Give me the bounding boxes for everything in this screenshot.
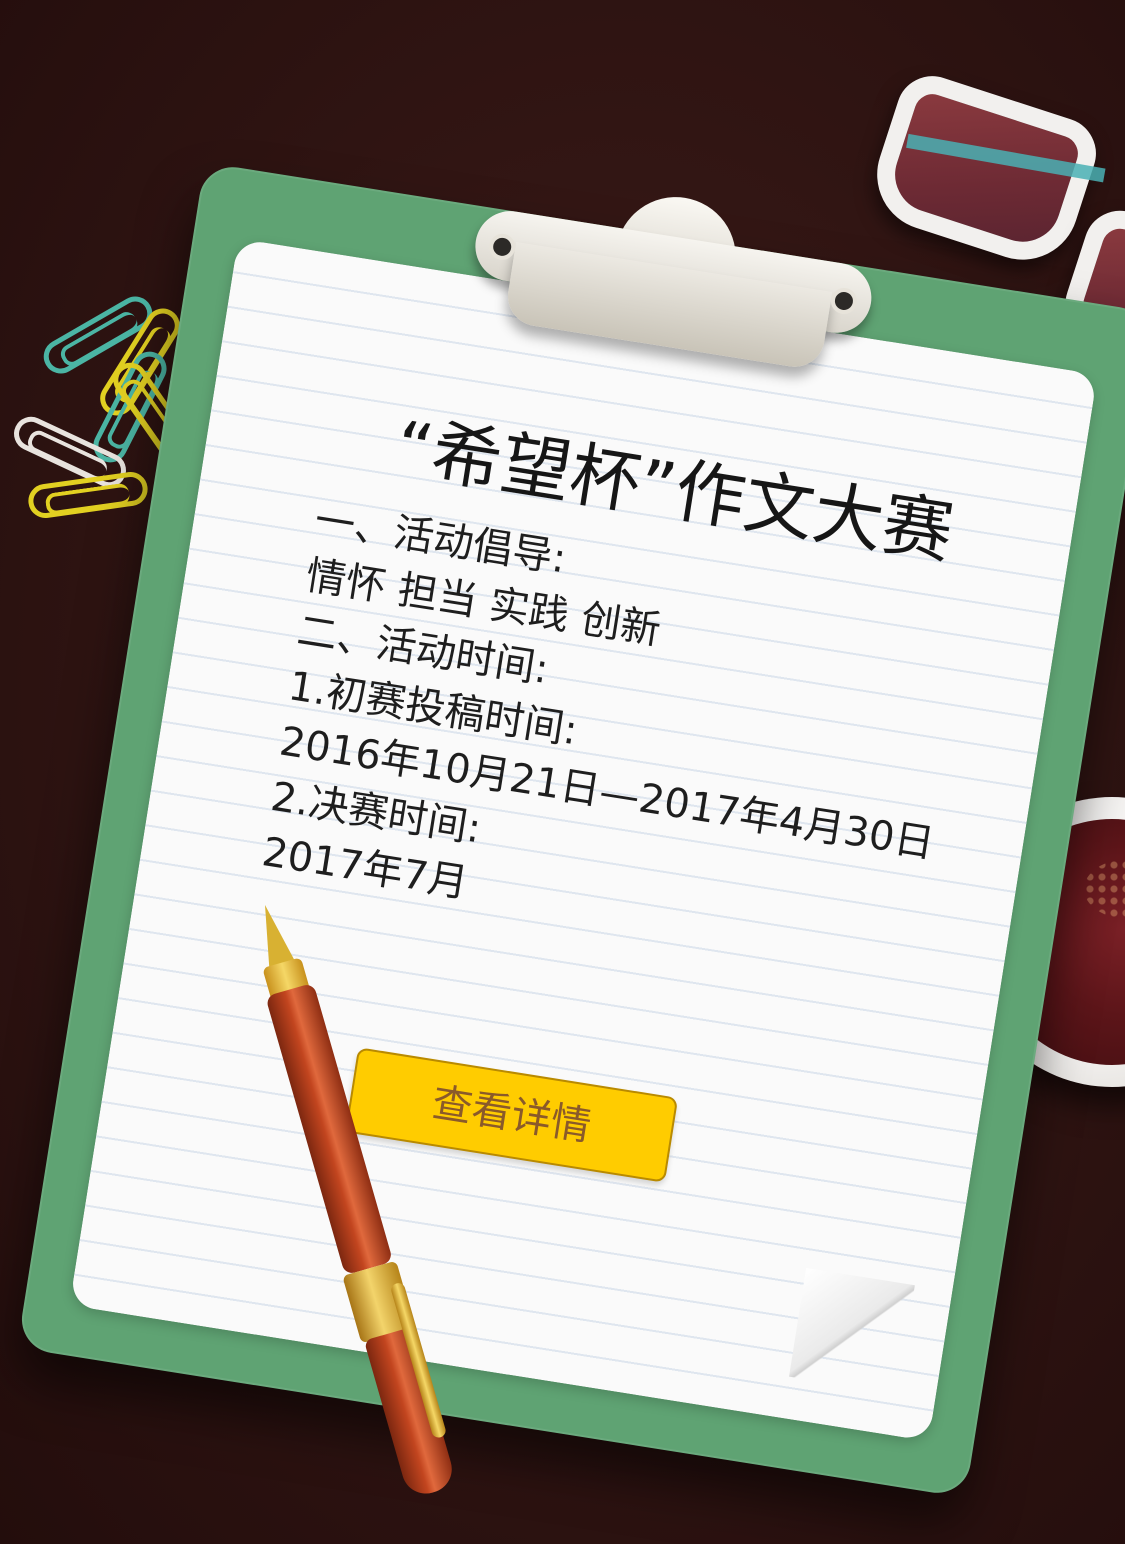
coffee-foam — [1084, 859, 1125, 919]
paper-sheet: “希望杯”作文大赛 一、活动倡导: 情怀 担当 实践 创新 二、活动时间: 1.… — [69, 238, 1098, 1442]
paper-curl — [788, 1267, 915, 1394]
view-details-button[interactable]: 查看详情 — [344, 1047, 679, 1183]
announcement: “希望杯”作文大赛 一、活动倡导: 情怀 担当 实践 创新 二、活动时间: 1.… — [258, 396, 1026, 989]
clipboard: “希望杯”作文大赛 一、活动倡导: 情怀 担当 实践 创新 二、活动时间: 1.… — [17, 162, 1125, 1498]
paper-clip-icon — [26, 469, 150, 521]
